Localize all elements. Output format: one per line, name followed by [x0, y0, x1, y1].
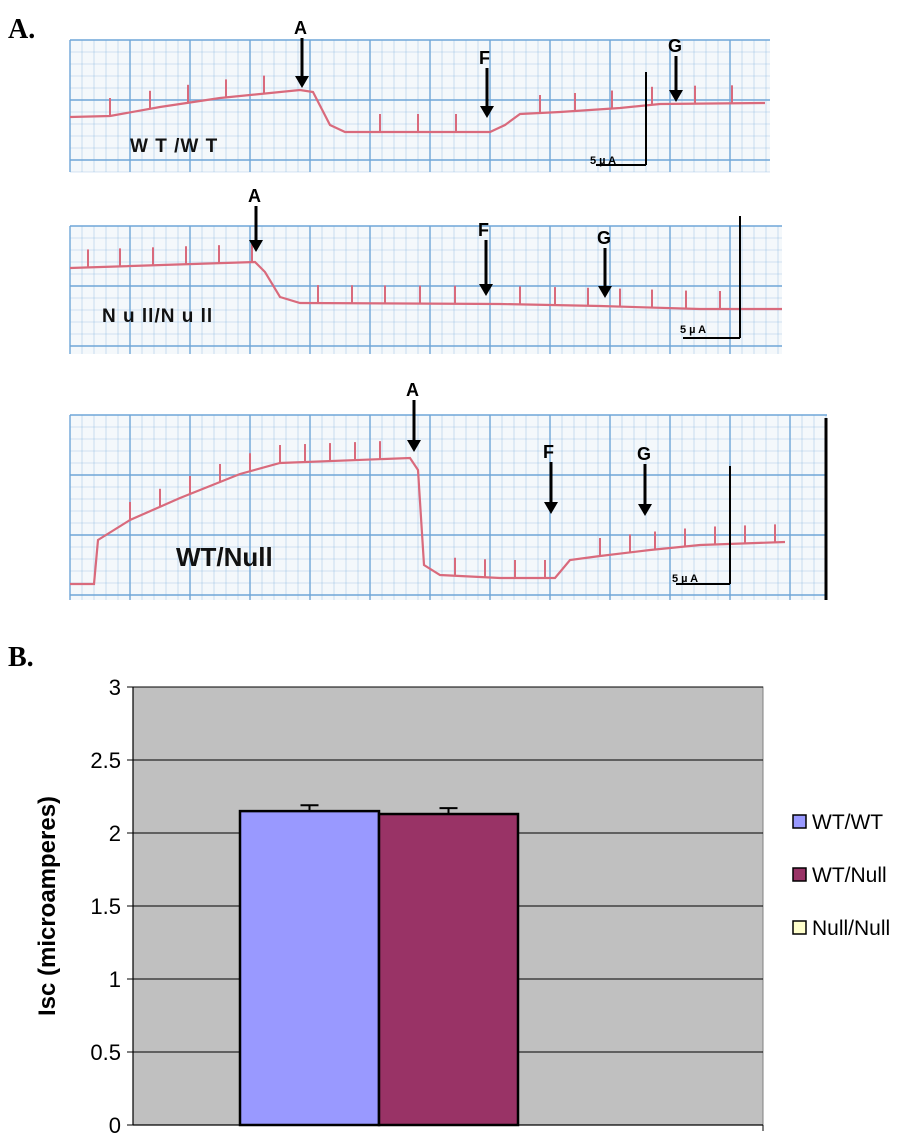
trace-3: 5 µ A WT/Null A F G: [69, 380, 827, 600]
panel-b-label: B.: [8, 642, 34, 673]
y-tick-label: 2.5: [90, 748, 121, 773]
y-tick-label: 0: [109, 1113, 121, 1135]
marker-label: G: [637, 444, 651, 464]
panel-a-label: A.: [8, 14, 36, 45]
marker-label: F: [543, 442, 554, 462]
legend-swatch: [792, 814, 807, 829]
chart-paper: [70, 226, 782, 354]
bar-wt-null: [377, 812, 520, 1127]
marker-label: A: [294, 18, 307, 38]
marker-label: G: [668, 36, 682, 56]
y-tick-label: 1.5: [90, 894, 121, 919]
scale-bar-label: 5 µ A: [672, 573, 698, 585]
marker-label: A: [248, 186, 261, 206]
scale-bar-label: 5 µ A: [680, 324, 706, 336]
trace-1: 5 µ A W T /W T A F G: [69, 18, 770, 173]
chart-paper: [70, 40, 770, 172]
legend-label: WT/WT: [812, 811, 883, 834]
scale-bar-label: 5 µ A: [590, 155, 616, 167]
y-tick-label: 2: [109, 821, 121, 846]
marker-arrow-head: [544, 502, 558, 514]
marker-arrow-head: [598, 286, 612, 298]
trace-2: 5 µ A N u ll/N u ll A F G: [69, 186, 782, 354]
y-tick-label: 3: [109, 675, 121, 700]
genotype-label: W T /W T: [130, 136, 218, 157]
marker-arrow-head: [480, 106, 494, 118]
current-trace: [69, 260, 782, 311]
marker-arrow-head: [249, 240, 263, 252]
legend-label: WT/Null: [812, 864, 887, 887]
marker-arrow-head: [669, 90, 683, 102]
marker-label: G: [597, 228, 611, 248]
marker-label: F: [479, 48, 490, 68]
legend-label: Null/Null: [812, 917, 890, 940]
current-trace: [69, 88, 766, 134]
marker-arrow-head: [638, 504, 652, 516]
bar-wt-wt: [238, 809, 381, 1127]
marker-arrow-head: [295, 76, 309, 88]
y-axis-label: Isc (microamperes): [34, 796, 61, 1016]
marker-label: F: [478, 220, 489, 240]
current-trace: [70, 456, 786, 586]
legend-swatch: [792, 867, 807, 882]
y-tick-label: 1: [109, 967, 121, 992]
chart-paper: [70, 415, 827, 600]
marker-arrow-head: [479, 284, 493, 296]
legend-swatch: [792, 920, 807, 935]
y-tick-label: 0.5: [90, 1040, 121, 1065]
marker-arrow-head: [407, 440, 421, 452]
genotype-label: WT/Null: [176, 542, 273, 572]
marker-label: A: [406, 380, 419, 400]
genotype-label: N u ll/N u ll: [102, 306, 213, 327]
